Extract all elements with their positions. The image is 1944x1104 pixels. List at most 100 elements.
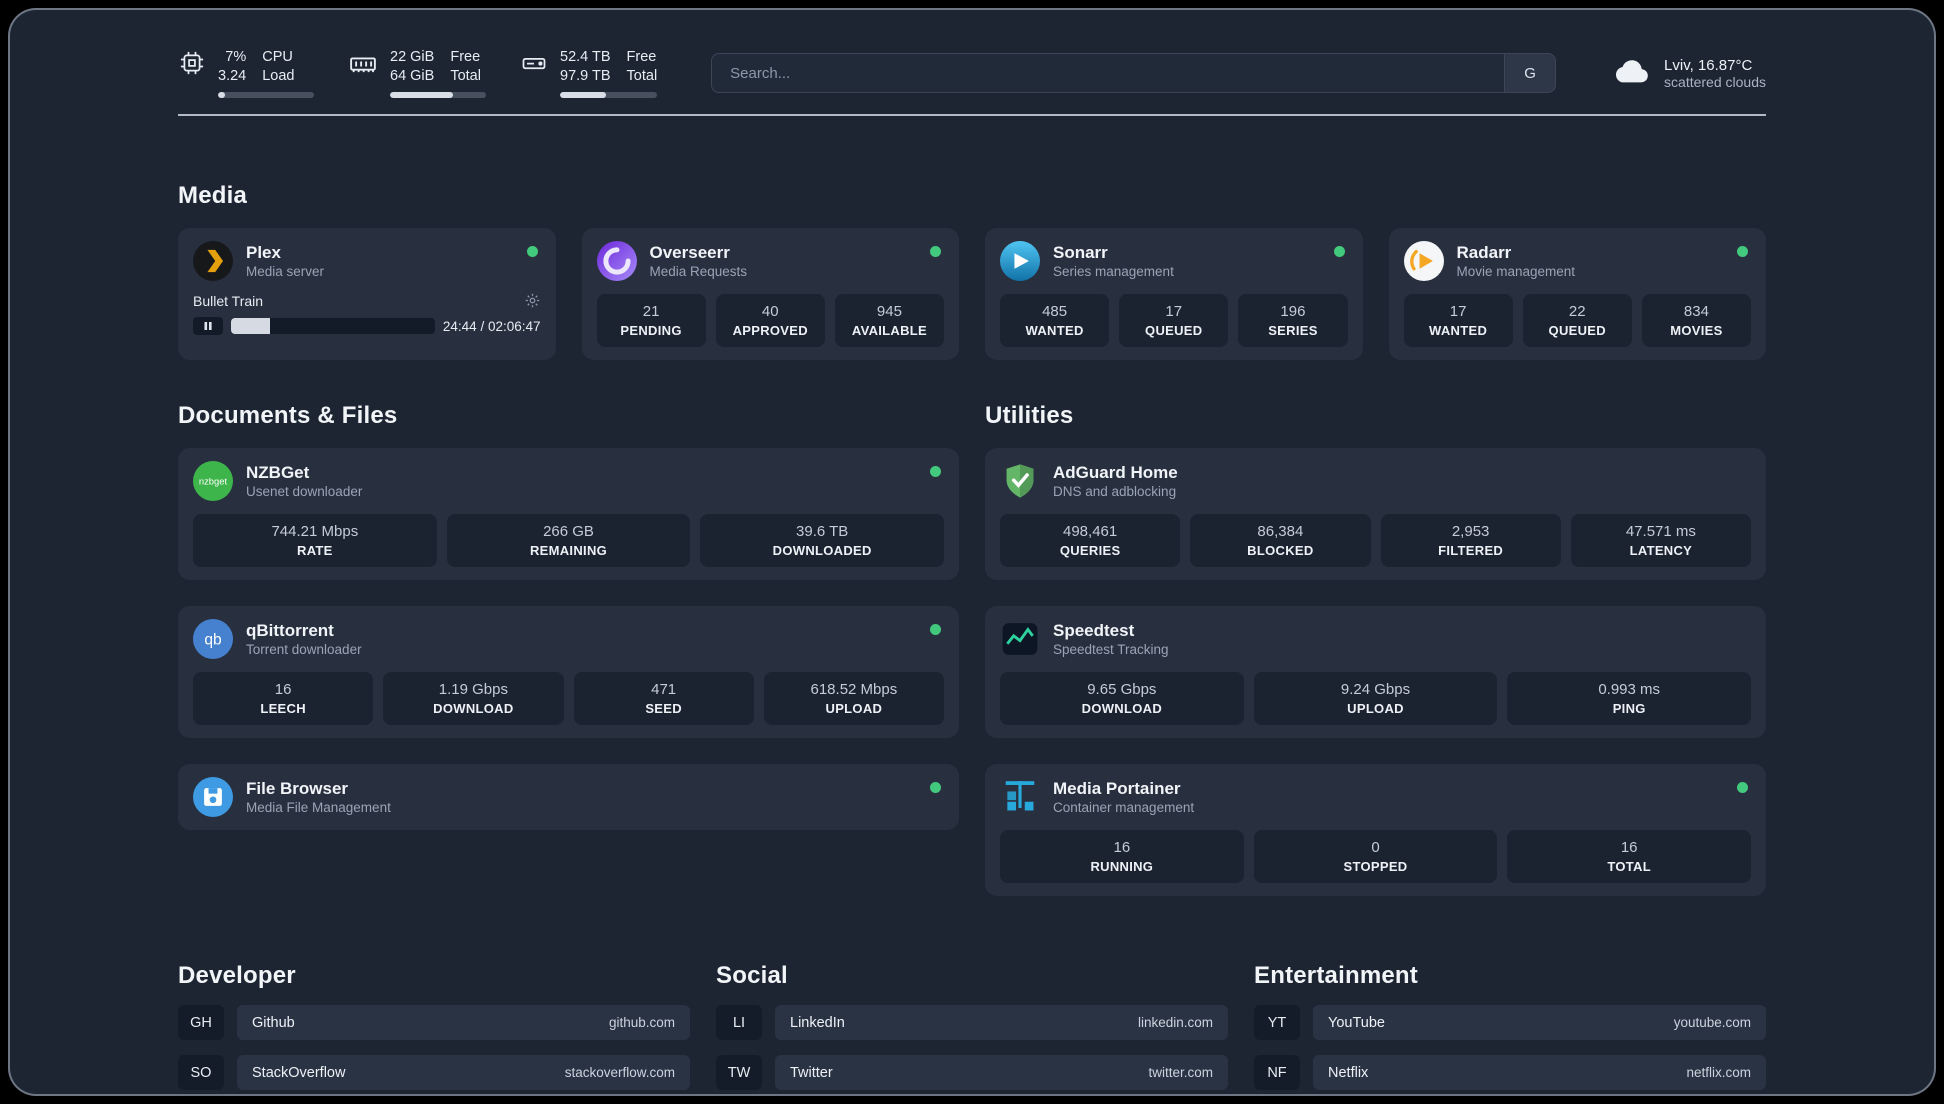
qbittorrent-stat-seed: 471 SEED xyxy=(573,672,754,725)
pause-button[interactable] xyxy=(193,317,223,335)
portainer-stat-running: 16 RUNNING xyxy=(1000,830,1244,883)
social-heading: Social xyxy=(716,962,788,989)
portainer-title: Media Portainer xyxy=(1053,779,1181,798)
section-social: Social LI LinkedIn linkedin.com TW Twitt… xyxy=(716,962,1228,1094)
adguard-desc: DNS and adblocking xyxy=(1053,484,1177,499)
filebrowser-card[interactable]: File Browser Media File Management xyxy=(178,764,959,830)
overseerr-card[interactable]: Overseerr Media Requests 21 PENDING 40 A… xyxy=(581,228,959,360)
radarr-title: Radarr xyxy=(1456,243,1512,262)
speedtest-card[interactable]: Speedtest Speedtest Tracking 9.65 Gbps D… xyxy=(985,606,1766,738)
portainer-card[interactable]: Media Portainer Container management 16 … xyxy=(985,764,1766,896)
plex-icon xyxy=(193,241,233,281)
speedtest-stat-download: 9.65 Gbps DOWNLOAD xyxy=(1000,672,1244,725)
section-files: Documents & Files nzbget NZBGet Usenet d… xyxy=(178,402,959,896)
netflix-link[interactable]: Netflix netflix.com xyxy=(1313,1055,1766,1090)
bookmark-stackoverflow: SO StackOverflow stackoverflow.com xyxy=(178,1055,690,1090)
weather-condition: scattered clouds xyxy=(1664,73,1766,90)
plex-desc: Media server xyxy=(246,264,325,279)
disk-widget: 52.4 TB 97.9 TB Free Total xyxy=(520,48,658,98)
now-playing-title: Bullet Train xyxy=(193,292,264,309)
radarr-stat-queued: 22 QUEUED xyxy=(1522,294,1632,347)
media-heading: Media xyxy=(178,182,248,209)
overseerr-status-dot xyxy=(930,246,941,257)
adguard-card[interactable]: AdGuard Home DNS and adblocking 498,461 … xyxy=(985,448,1766,580)
search-input[interactable] xyxy=(711,53,1505,93)
nzbget-icon: nzbget xyxy=(193,461,233,501)
disk-icon xyxy=(520,49,548,82)
speedtest-stat-ping: 0.993 ms PING xyxy=(1507,672,1752,725)
stackoverflow-link[interactable]: StackOverflow stackoverflow.com xyxy=(237,1055,690,1090)
bookmark-twitter: TW Twitter twitter.com xyxy=(716,1055,1228,1090)
radarr-status-dot xyxy=(1737,246,1748,257)
nzbget-status-dot xyxy=(930,466,941,477)
memory-total-value: 64 GiB xyxy=(390,68,435,84)
adguard-stat-blocked: 86,384 BLOCKED xyxy=(1190,514,1371,567)
qbittorrent-title: qBittorrent xyxy=(246,621,334,640)
qbittorrent-icon: qb xyxy=(193,619,233,659)
portainer-desc: Container management xyxy=(1053,800,1195,815)
sonarr-title: Sonarr xyxy=(1053,243,1108,262)
plex-status-dot xyxy=(526,246,538,257)
radarr-card[interactable]: Radarr Movie management 17 WANTED 22 QUE… xyxy=(1388,228,1766,360)
sonarr-stat-wanted: 485 WANTED xyxy=(1000,294,1110,347)
bookmark-linkedin: LI LinkedIn linkedin.com xyxy=(716,1005,1228,1040)
sonarr-icon xyxy=(1000,241,1040,281)
qbittorrent-stat-leech: 16 LEECH xyxy=(193,672,374,725)
qbittorrent-card[interactable]: qb qBittorrent Torrent downloader 16 LEE… xyxy=(178,606,959,738)
adguard-stat-filtered: 2,953 FILTERED xyxy=(1380,514,1561,567)
qbittorrent-stat-upload: 618.52 Mbps UPLOAD xyxy=(763,672,944,725)
disk-free-value: 52.4 TB xyxy=(560,49,611,65)
memory-free-label: Free xyxy=(450,49,481,65)
stackoverflow-abbr[interactable]: SO xyxy=(178,1055,224,1090)
overseerr-stat-approved: 40 APPROVED xyxy=(715,294,825,347)
system-widgets: 7% 3.24 CPU Load xyxy=(178,48,658,98)
speedtest-desc: Speedtest Tracking xyxy=(1053,642,1169,657)
filebrowser-title: File Browser xyxy=(246,779,349,798)
twitter-link[interactable]: Twitter twitter.com xyxy=(775,1055,1228,1090)
sonarr-stat-queued: 17 QUEUED xyxy=(1119,294,1229,347)
plex-card[interactable]: Plex Media server Bullet Train xyxy=(178,228,556,360)
sonarr-card[interactable]: Sonarr Series management 485 WANTED 17 Q… xyxy=(985,228,1363,360)
nzbget-card[interactable]: nzbget NZBGet Usenet downloader 744.21 M… xyxy=(178,448,959,580)
youtube-abbr[interactable]: YT xyxy=(1254,1005,1300,1040)
twitter-abbr[interactable]: TW xyxy=(716,1055,762,1090)
memory-progress-bar xyxy=(390,92,486,98)
entertainment-heading: Entertainment xyxy=(1254,962,1418,989)
svg-text:qb: qb xyxy=(204,632,221,649)
speedtest-icon xyxy=(1000,619,1040,659)
adguard-icon xyxy=(1000,461,1040,501)
github-abbr[interactable]: GH xyxy=(178,1005,224,1040)
linkedin-link[interactable]: LinkedIn linkedin.com xyxy=(775,1005,1228,1040)
search-provider-button[interactable]: G xyxy=(1504,53,1557,93)
nzbget-desc: Usenet downloader xyxy=(246,484,363,499)
radarr-stat-wanted: 17 WANTED xyxy=(1403,294,1513,347)
cpu-widget: 7% 3.24 CPU Load xyxy=(178,48,314,98)
svg-text:nzbget: nzbget xyxy=(199,476,228,487)
overseerr-desc: Media Requests xyxy=(649,264,748,279)
section-entertainment: Entertainment YT YouTube youtube.com NF … xyxy=(1254,962,1766,1094)
cloud-icon xyxy=(1610,50,1652,97)
speedtest-title: Speedtest xyxy=(1053,621,1135,640)
cpu-icon xyxy=(178,49,206,82)
qbittorrent-status-dot xyxy=(930,624,941,635)
weather-widget: Lviv, 16.87°C scattered clouds xyxy=(1610,50,1766,97)
overseerr-stat-pending: 21 PENDING xyxy=(596,294,706,347)
radarr-desc: Movie management xyxy=(1456,264,1576,279)
files-heading: Documents & Files xyxy=(178,402,398,429)
sonarr-status-dot xyxy=(1333,246,1345,257)
portainer-stat-stopped: 0 STOPPED xyxy=(1253,830,1498,883)
youtube-link[interactable]: YouTube youtube.com xyxy=(1313,1005,1766,1040)
gear-icon[interactable] xyxy=(524,292,541,309)
linkedin-abbr[interactable]: LI xyxy=(716,1005,762,1040)
portainer-stat-total: 16 TOTAL xyxy=(1507,830,1752,883)
memory-total-label: Total xyxy=(450,68,481,84)
nzbget-stat-remaining: 266 GB REMAINING xyxy=(446,514,691,567)
radarr-stat-movies: 834 MOVIES xyxy=(1641,294,1752,347)
filebrowser-status-dot xyxy=(930,782,941,793)
cpu-load-label: Load xyxy=(262,68,295,84)
adguard-stat-queries: 498,461 QUERIES xyxy=(1000,514,1181,567)
playback-progress-bar xyxy=(231,318,435,334)
github-link[interactable]: Github github.com xyxy=(237,1005,690,1040)
qbittorrent-desc: Torrent downloader xyxy=(246,642,362,657)
netflix-abbr[interactable]: NF xyxy=(1254,1055,1300,1090)
